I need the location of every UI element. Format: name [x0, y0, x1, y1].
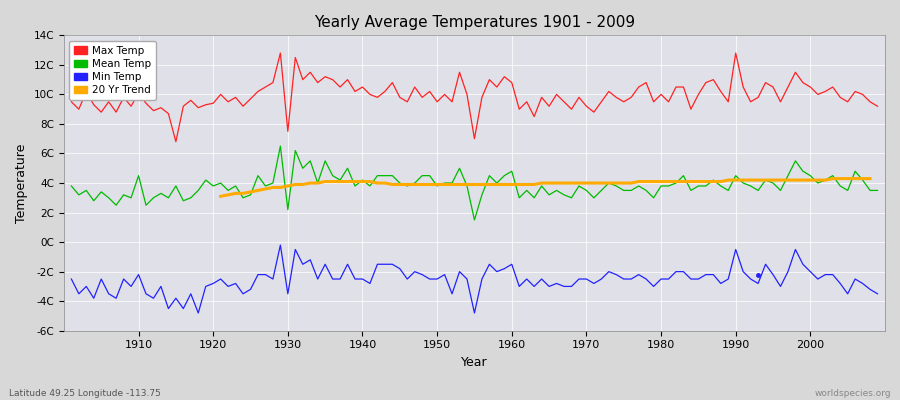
Legend: Max Temp, Mean Temp, Min Temp, 20 Yr Trend: Max Temp, Mean Temp, Min Temp, 20 Yr Tre… — [69, 40, 157, 100]
Text: worldspecies.org: worldspecies.org — [814, 389, 891, 398]
Title: Yearly Average Temperatures 1901 - 2009: Yearly Average Temperatures 1901 - 2009 — [314, 15, 635, 30]
X-axis label: Year: Year — [461, 356, 488, 369]
Text: Latitude 49.25 Longitude -113.75: Latitude 49.25 Longitude -113.75 — [9, 389, 161, 398]
Y-axis label: Temperature: Temperature — [15, 143, 28, 223]
